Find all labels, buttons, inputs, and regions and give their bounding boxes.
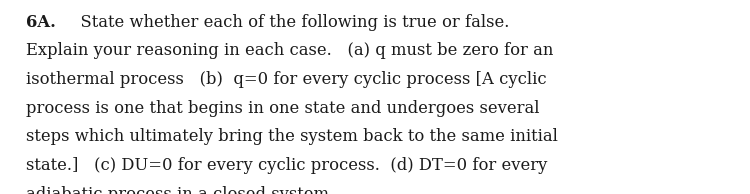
Text: state.]   (c) DU=0 for every cyclic process.  (d) DT=0 for every: state.] (c) DU=0 for every cyclic proces…	[26, 157, 548, 174]
Text: process is one that begins in one state and undergoes several: process is one that begins in one state …	[26, 100, 540, 117]
Text: steps which ultimately bring the system back to the same initial: steps which ultimately bring the system …	[26, 128, 558, 146]
Text: isothermal process   (b)  q=0 for every cyclic process [A cyclic: isothermal process (b) q=0 for every cyc…	[26, 71, 547, 88]
Text: State whether each of the following is true or false.: State whether each of the following is t…	[70, 14, 509, 31]
Text: Explain your reasoning in each case.   (a) q must be zero for an: Explain your reasoning in each case. (a)…	[26, 42, 554, 59]
Text: adiabatic process in a closed system.: adiabatic process in a closed system.	[26, 186, 334, 194]
Text: 6A.: 6A.	[26, 14, 56, 31]
